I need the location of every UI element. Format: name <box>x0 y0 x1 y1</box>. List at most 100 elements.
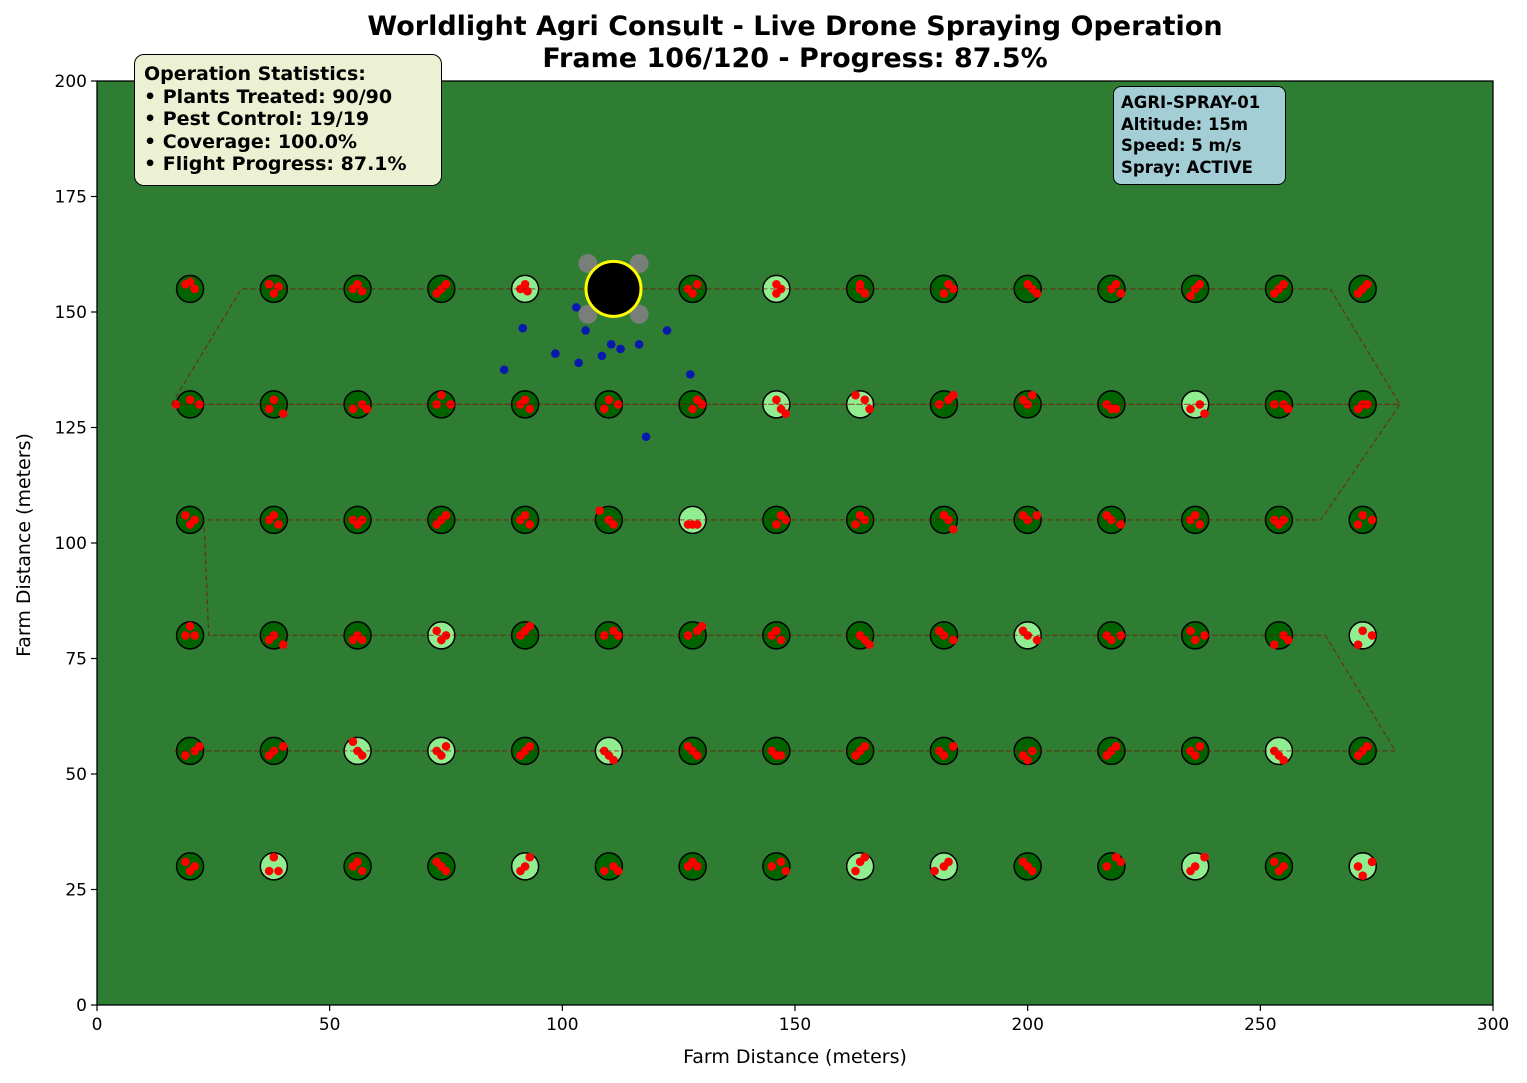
plant-untreated <box>845 852 875 881</box>
pest-spot <box>441 279 451 289</box>
pest-spot <box>1353 520 1363 529</box>
pest-spot <box>1102 862 1112 871</box>
plant-treated <box>175 852 205 881</box>
pest-spot <box>1028 390 1037 400</box>
y-tick-label: 25 <box>65 881 87 901</box>
pest-spot <box>171 400 181 409</box>
plant-treated <box>343 852 372 881</box>
pest-spot <box>1200 409 1209 418</box>
pest-spot <box>781 409 790 418</box>
pest-spot <box>1269 289 1279 298</box>
x-tick-label: 300 <box>1477 1015 1509 1035</box>
pest-spot <box>692 751 702 760</box>
y-tick-label: 125 <box>55 419 87 439</box>
pest-spot <box>357 635 367 645</box>
pest-spot <box>264 404 274 414</box>
pest-spot <box>278 409 288 418</box>
pest-spot <box>1116 520 1126 529</box>
pest-spot <box>1032 510 1042 520</box>
pest-spot <box>948 635 958 645</box>
pest-spot <box>599 866 609 876</box>
pest-spot <box>860 395 870 405</box>
spray-particle <box>634 340 644 349</box>
pest-spot <box>516 284 525 294</box>
y-tick-label: 0 <box>76 996 87 1016</box>
spray-particle <box>571 303 581 312</box>
drone-spray-status: Spray: ACTIVE <box>1121 157 1253 177</box>
x-tick-label: 50 <box>319 1015 341 1035</box>
pest-spot <box>865 404 874 414</box>
pest-spot <box>525 404 535 414</box>
pest-spot <box>1111 404 1121 414</box>
x-tick-label: 0 <box>92 1015 103 1035</box>
pest-spot <box>1190 751 1200 760</box>
pest-spot <box>1023 755 1032 765</box>
pest-spot <box>190 515 200 525</box>
pest-spot <box>1195 400 1205 409</box>
pest-spot <box>362 404 372 414</box>
drone-speed: Speed: 5 m/s <box>1121 136 1242 155</box>
drone-id: AGRI-SPRAY-01 <box>1121 93 1261 112</box>
plant-treated <box>1264 852 1294 881</box>
pest-spot <box>1353 862 1363 871</box>
x-tick-label: 150 <box>779 1015 811 1035</box>
pest-spot <box>772 520 781 529</box>
pest-spot <box>1186 626 1195 636</box>
plant-treated <box>1097 852 1126 881</box>
pest-spot <box>520 862 530 871</box>
pest-spot <box>939 751 949 760</box>
pest-spot <box>181 631 190 640</box>
pest-spot <box>264 279 274 289</box>
pest-spot <box>278 741 288 751</box>
pest-spot <box>278 640 288 649</box>
pest-spot <box>1353 640 1363 649</box>
pest-spot <box>1367 515 1377 525</box>
pest-spot <box>185 395 195 405</box>
pest-spot <box>1195 520 1205 529</box>
spray-particle <box>551 349 560 358</box>
pest-spot <box>441 866 451 876</box>
pest-spot <box>525 621 535 631</box>
pest-spot <box>195 400 204 409</box>
pest-spot <box>860 852 870 862</box>
pest-spot <box>1279 279 1288 289</box>
pest-spot <box>1190 635 1200 645</box>
pest-spot <box>604 395 614 405</box>
pest-spot <box>1358 510 1368 520</box>
spray-particle <box>518 323 528 333</box>
pest-spot <box>1107 515 1116 525</box>
pest-spot <box>1111 279 1121 289</box>
rotor-icon <box>578 304 598 324</box>
plant-treated <box>594 852 624 881</box>
pest-spot <box>269 510 279 520</box>
pest-spot <box>688 404 697 414</box>
pest-spot <box>1358 626 1368 636</box>
pest-spot <box>520 510 530 520</box>
pest-spot <box>190 284 200 294</box>
stats-plants-treated: • Plants Treated: 90/90 <box>144 85 393 108</box>
pest-spot <box>772 626 781 636</box>
pest-spot <box>692 279 702 289</box>
pest-spot <box>860 741 870 751</box>
pest-spot <box>1279 755 1288 765</box>
pest-spot <box>269 852 279 862</box>
plant-treated <box>762 852 791 881</box>
pest-spot <box>1195 279 1205 289</box>
pest-spot <box>1200 631 1209 640</box>
pest-spot <box>767 862 777 871</box>
pest-spot <box>609 755 618 765</box>
stats-heading: Operation Statistics: <box>144 63 366 85</box>
pest-spot <box>190 862 200 871</box>
spray-particle <box>662 326 672 335</box>
pest-spot <box>348 404 358 414</box>
pest-spot <box>1032 289 1042 298</box>
pest-spot <box>441 510 451 520</box>
pest-spot <box>1363 279 1372 289</box>
pest-spot <box>948 741 958 751</box>
pest-spot <box>1028 866 1037 876</box>
spray-particle <box>616 344 625 354</box>
pest-spot <box>865 640 874 649</box>
pest-spot <box>181 751 190 760</box>
x-tick-label: 100 <box>546 1015 578 1035</box>
